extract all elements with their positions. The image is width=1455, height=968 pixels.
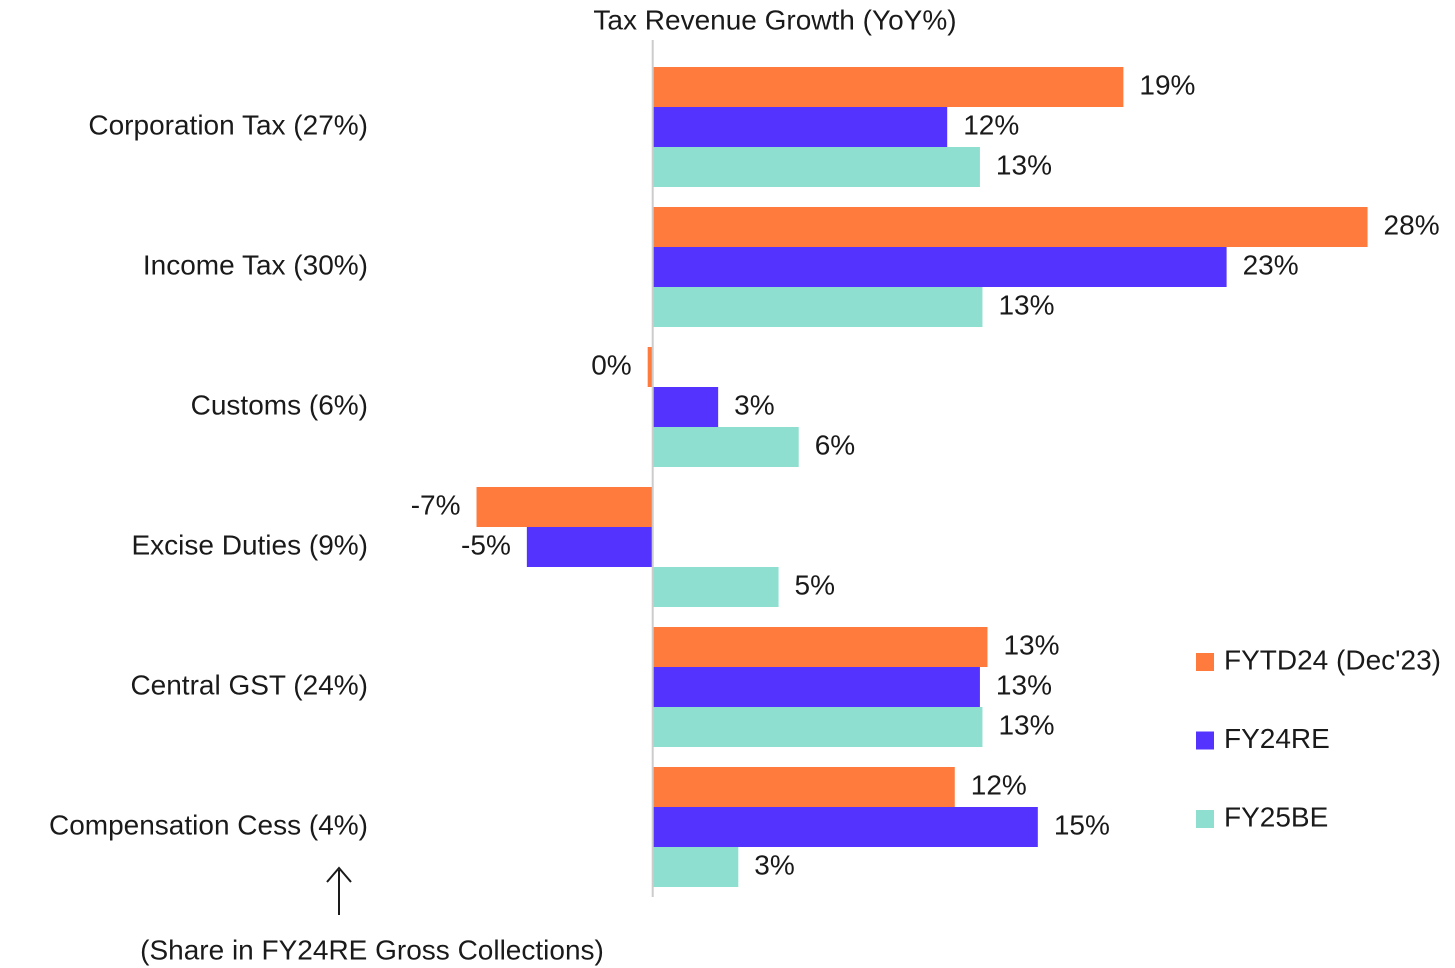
bar xyxy=(647,347,653,387)
bar xyxy=(652,147,980,187)
bar xyxy=(652,847,739,887)
category-label: Central GST (24%) xyxy=(130,669,368,700)
category-label: Income Tax (30%) xyxy=(143,249,368,280)
data-label: -7% xyxy=(411,489,461,520)
legend-swatch xyxy=(1196,653,1214,671)
legend-label: FYTD24 (Dec'23) xyxy=(1224,644,1441,675)
chart-title: Tax Revenue Growth (YoY%) xyxy=(593,4,956,35)
legend-swatch xyxy=(1196,731,1214,750)
data-label: 13% xyxy=(998,289,1054,320)
arrow-head xyxy=(326,866,352,883)
data-label: 12% xyxy=(971,769,1027,800)
category-label: Excise Duties (9%) xyxy=(131,529,368,560)
bar xyxy=(652,107,948,147)
data-label: 23% xyxy=(1243,249,1299,280)
bar xyxy=(652,567,779,607)
bar xyxy=(652,807,1038,847)
data-label: -5% xyxy=(461,529,511,560)
data-label: 5% xyxy=(795,569,835,600)
bar xyxy=(476,487,653,527)
bar xyxy=(652,767,955,807)
data-label: 12% xyxy=(963,109,1019,140)
data-label: 13% xyxy=(996,149,1052,180)
category-label: Compensation Cess (4%) xyxy=(49,809,368,840)
legend-label: FY24RE xyxy=(1224,723,1330,754)
data-label: 3% xyxy=(754,849,794,880)
bar xyxy=(652,627,988,667)
legend-swatch xyxy=(1196,810,1214,828)
data-label: 6% xyxy=(815,429,855,460)
bar xyxy=(652,707,983,747)
legend-label: FY25BE xyxy=(1224,801,1328,832)
bar xyxy=(652,67,1124,107)
data-label: 13% xyxy=(1003,629,1059,660)
data-label: 28% xyxy=(1384,209,1440,240)
data-label: 0% xyxy=(591,349,631,380)
bar xyxy=(652,287,983,327)
data-label: 3% xyxy=(734,389,774,420)
data-label: 15% xyxy=(1054,809,1110,840)
bar xyxy=(652,387,719,427)
category-label: Customs (6%) xyxy=(191,389,368,420)
bar xyxy=(652,427,799,467)
bar xyxy=(652,247,1227,287)
annotation: (Share in FY24RE Gross Collections) xyxy=(140,934,604,965)
category-label: Corporation Tax (27%) xyxy=(88,109,368,140)
data-label: 19% xyxy=(1139,69,1195,100)
bar xyxy=(652,207,1368,247)
bar xyxy=(526,527,653,567)
data-label: 13% xyxy=(996,669,1052,700)
data-label: 13% xyxy=(998,709,1054,740)
bar xyxy=(652,667,980,707)
